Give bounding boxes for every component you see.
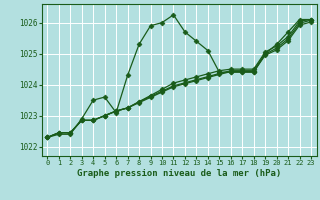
X-axis label: Graphe pression niveau de la mer (hPa): Graphe pression niveau de la mer (hPa) [77,169,281,178]
